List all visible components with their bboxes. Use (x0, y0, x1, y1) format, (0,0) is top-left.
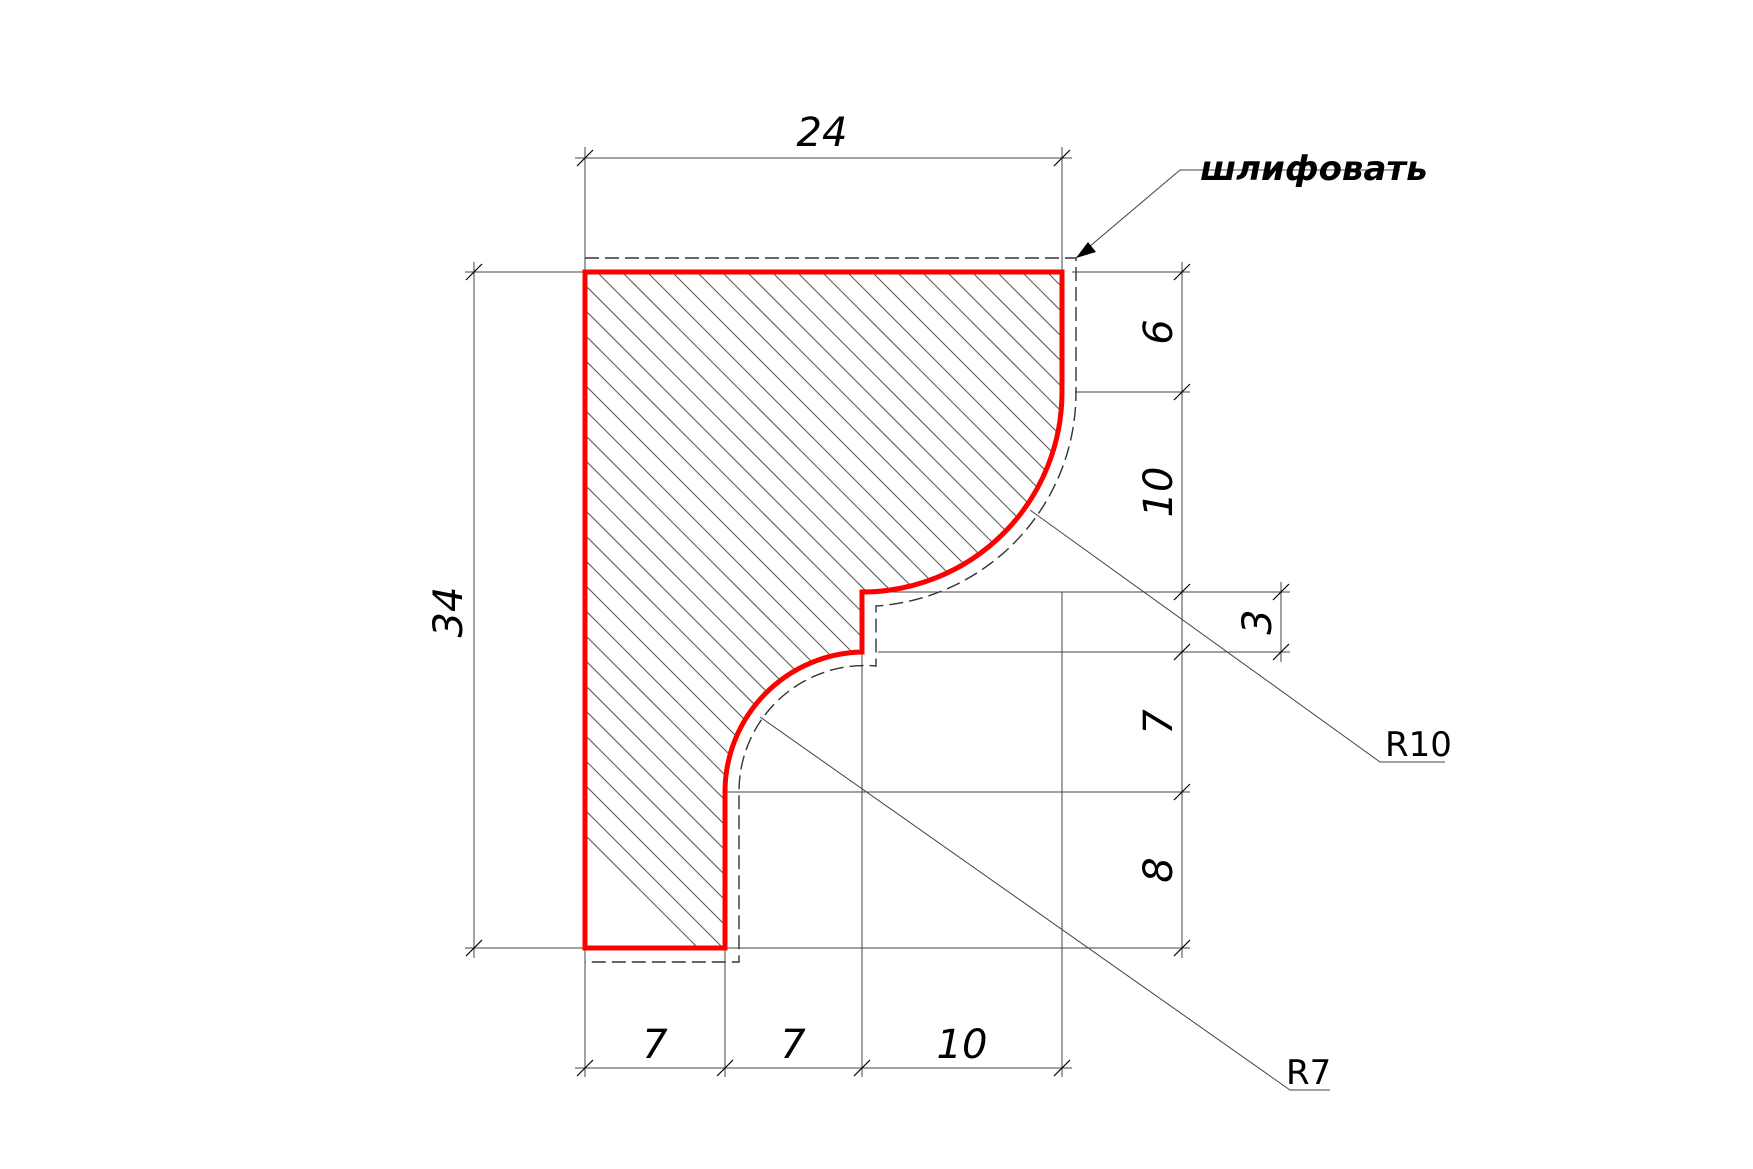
hatch-line (585, 272, 1062, 948)
hatch-line (585, 272, 1062, 948)
hatch-line (1075, 150, 1753, 1150)
hatch-line (774, 272, 1062, 948)
hatch-line (585, 272, 1062, 948)
hatch-line (585, 272, 1062, 948)
dim-overall-width: 24 (797, 110, 848, 156)
hatch-line (1650, 150, 1753, 1150)
hatch-line (1325, 150, 1753, 1150)
hatch-line (585, 272, 1062, 948)
hatch-line (924, 272, 1062, 948)
hatch-line (824, 272, 1062, 948)
hatch-line (1024, 272, 1062, 948)
hatch-line (1625, 150, 1753, 1150)
hatch-line (1700, 150, 1753, 1150)
hatch-line (585, 272, 926, 948)
hatch-line (874, 272, 1062, 948)
hatch-line (585, 272, 1062, 948)
hatch-line (1525, 150, 1753, 1150)
hatch-line (1450, 150, 1753, 1150)
hatch-line (1475, 150, 1753, 1150)
hatch-line (585, 272, 976, 948)
dim-right-6: 6 (1136, 319, 1182, 344)
hatch-line (1225, 150, 1753, 1150)
hatch-line (1049, 272, 1062, 948)
hatch-line (1100, 150, 1753, 1150)
hatch-line (1175, 150, 1753, 1150)
hatch-line (674, 272, 1062, 948)
hatch-line (799, 272, 1062, 948)
radius-large-label: R10 (1385, 725, 1452, 765)
hatch-line (999, 272, 1062, 948)
hatch-line (1375, 150, 1753, 1150)
dim-right-7: 7 (1136, 709, 1182, 735)
hatch-line (699, 272, 1062, 948)
grind-note: шлифовать (1200, 149, 1428, 189)
grinding-allowance-line (585, 257, 1077, 963)
hatch-line (1575, 150, 1753, 1150)
dim-bottom-7a: 7 (642, 1022, 668, 1068)
hatch-line (1600, 150, 1753, 1150)
hatch-line (1550, 150, 1753, 1150)
leader-arrow-icon (1076, 242, 1096, 258)
hatch-line (1400, 150, 1753, 1150)
leader-lines (759, 169, 1445, 1091)
hatch-line (949, 272, 1062, 948)
hatch-line (1350, 150, 1753, 1150)
hatch-line (585, 272, 1062, 948)
dim-right-3: 3 (1235, 609, 1281, 634)
hatch-line (1250, 150, 1753, 1150)
hatch-line (585, 272, 1062, 948)
hatch-line (585, 272, 1062, 948)
hatch-line (1425, 150, 1753, 1150)
hatch-line (974, 272, 1062, 948)
hatch-line (599, 272, 1062, 948)
hatch-line (585, 272, 1062, 948)
hatch-line (1500, 150, 1753, 1150)
hatch-line (1675, 150, 1753, 1150)
dim-right-10: 10 (1136, 467, 1182, 518)
dimension-lines (465, 149, 1290, 1077)
profile-outline (582, 269, 1065, 951)
dim-right-8: 8 (1136, 857, 1182, 882)
hatch-line (749, 272, 1062, 948)
dim-overall-height: 34 (426, 587, 472, 638)
hatch-line (624, 272, 1062, 948)
hatch-line (585, 272, 951, 948)
dim-bottom-10: 10 (937, 1022, 988, 1068)
hatch-line (1300, 150, 1753, 1150)
hatch-line (1125, 150, 1753, 1150)
hatch-line (849, 272, 1062, 948)
extension-lines (465, 147, 1290, 1077)
hatch-line (585, 272, 1062, 948)
hatch-line (1275, 150, 1753, 1150)
hatch-line (724, 272, 1062, 948)
hatch-line (899, 272, 1062, 948)
hatch-line (585, 272, 1062, 948)
hatch-line (1150, 150, 1753, 1150)
dim-bottom-7b: 7 (780, 1022, 806, 1068)
hatch-line (649, 272, 1062, 948)
hatch-line (585, 272, 901, 948)
radius-small-label: R7 (1286, 1053, 1331, 1093)
